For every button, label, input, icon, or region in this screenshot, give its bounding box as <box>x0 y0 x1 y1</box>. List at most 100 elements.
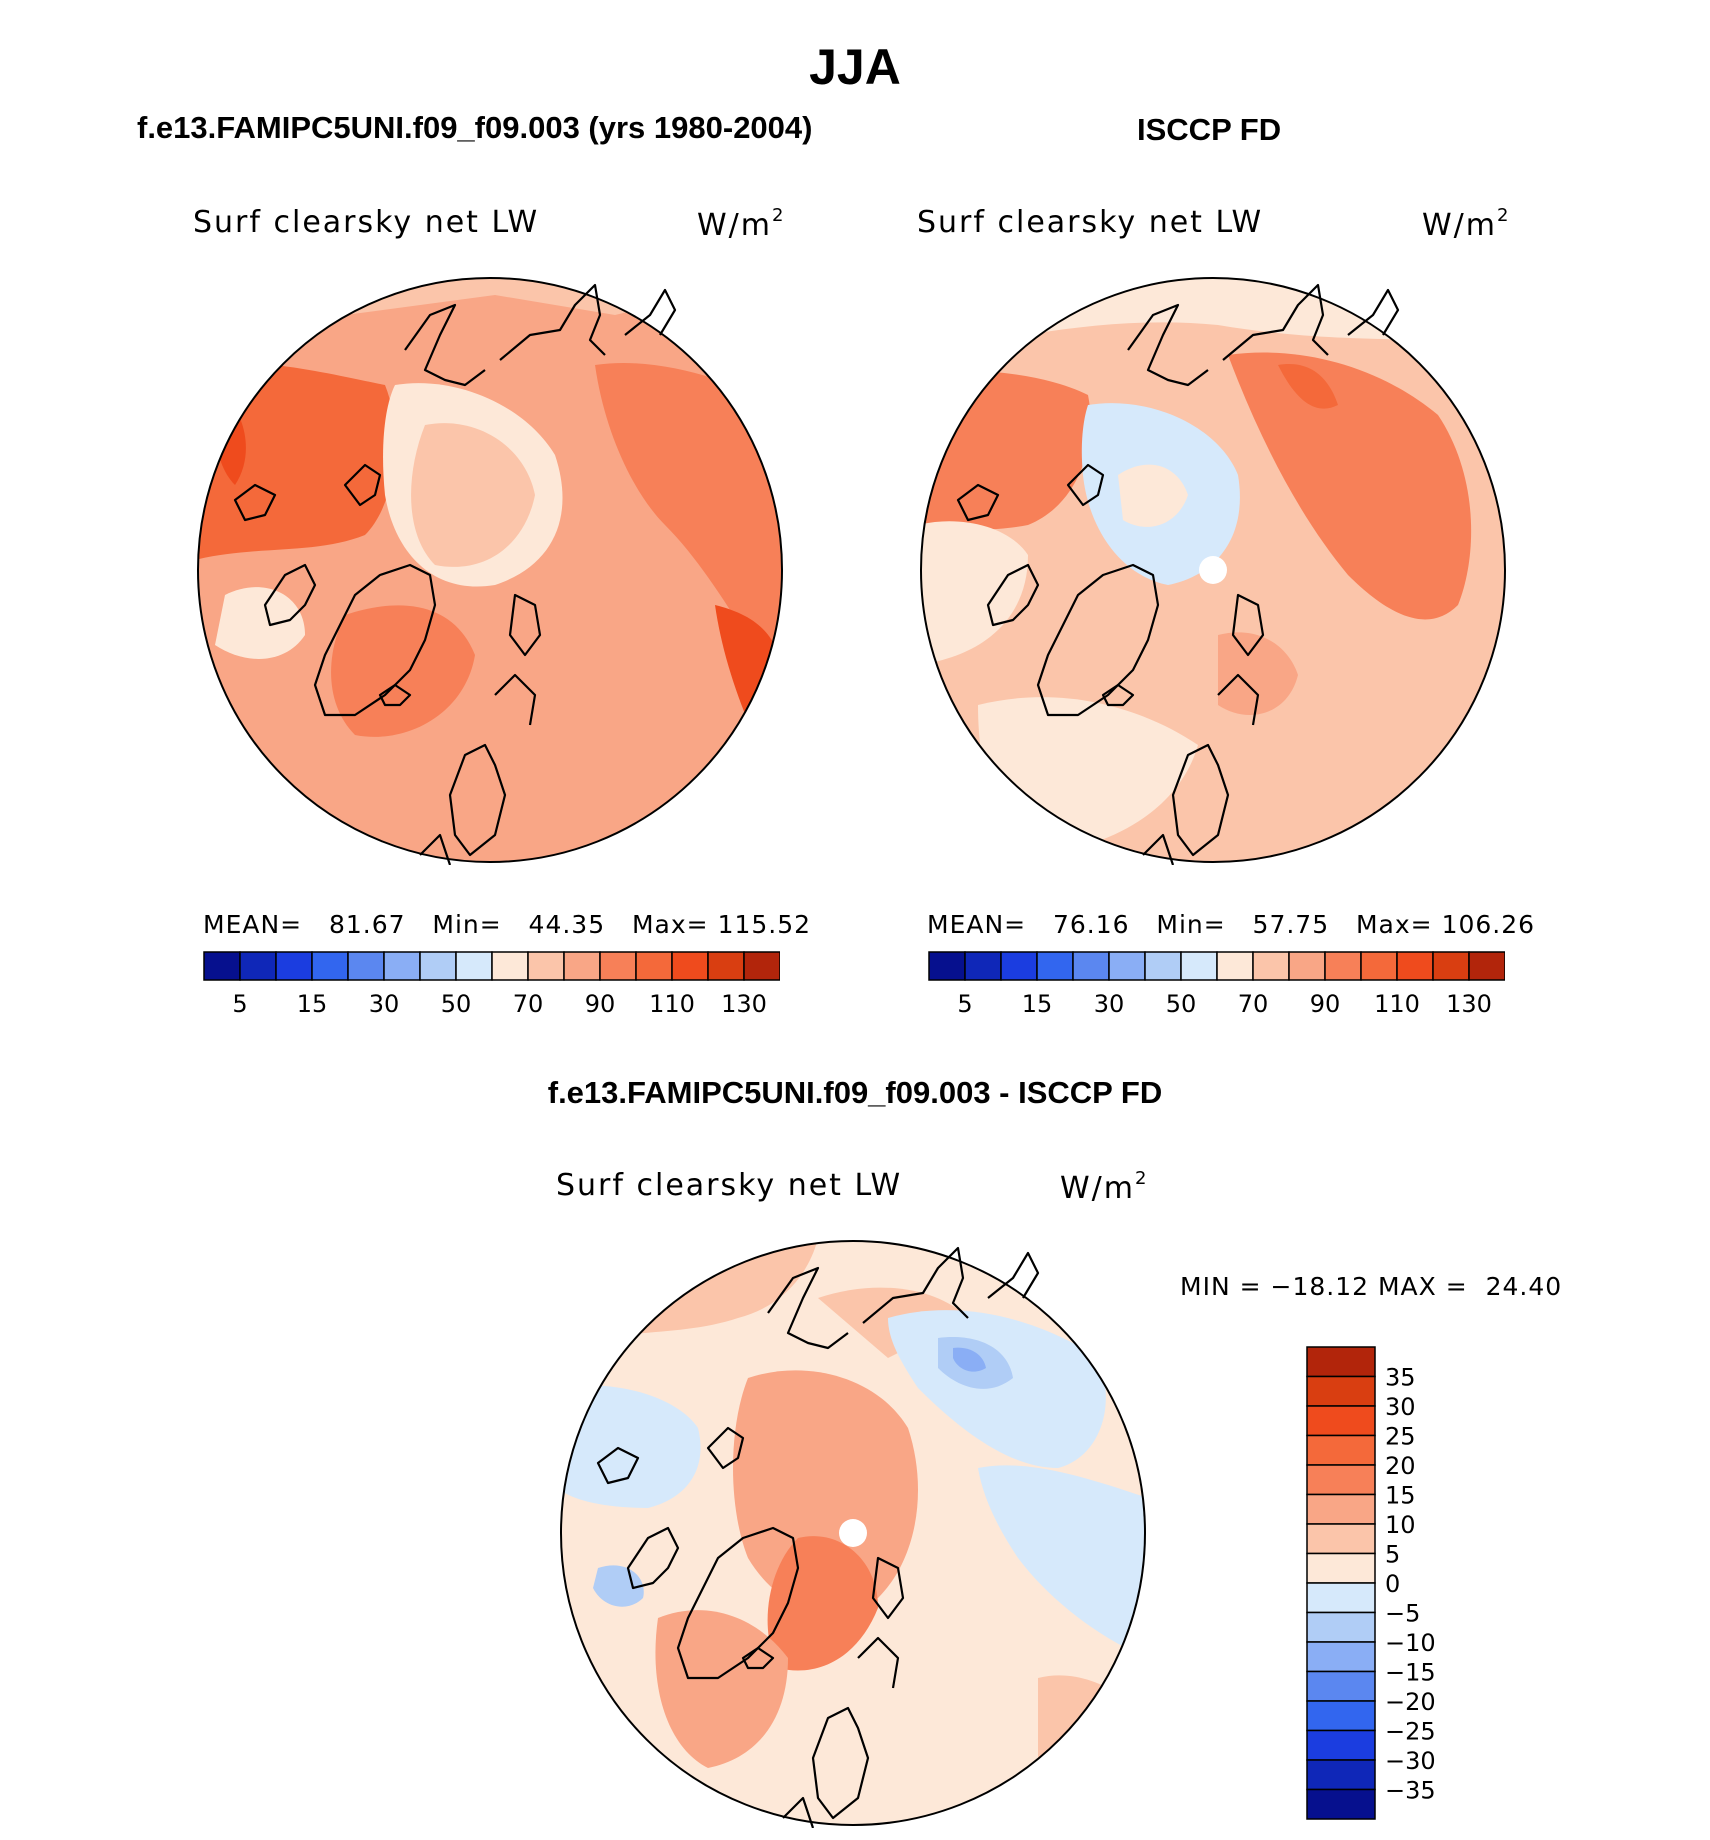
colorbar-box <box>1306 1788 1376 1820</box>
panel3-map-border <box>560 1240 1146 1826</box>
panel2-field-hudson <box>921 521 1028 665</box>
panel1-stats: MEAN= 81.67 Min= 44.35 Max= 115.52 <box>203 910 811 939</box>
colorbar-box <box>383 951 421 981</box>
panel2-max-value: 106.26 <box>1441 910 1536 939</box>
panel3-pole-gap <box>839 1519 867 1547</box>
colorbar-box <box>1306 1641 1376 1673</box>
colorbar-box <box>1306 1670 1376 1702</box>
panel2-polar-map <box>920 277 1506 865</box>
colorbar-box <box>1144 951 1182 981</box>
panel3-min-value: −18.12 <box>1270 1272 1370 1301</box>
panel2-field-arctic-patch <box>1118 464 1188 527</box>
panel2-variable-label: Surf clearsky net LW <box>917 205 1264 240</box>
panel2-max-label: Max= <box>1355 910 1433 939</box>
colorbar-box <box>1180 951 1218 981</box>
colorbar-tick-label: 0 <box>1385 1570 1400 1598</box>
panel3-field-hudson-negative <box>593 1565 644 1607</box>
colorbar-tick-label: 20 <box>1385 1452 1416 1480</box>
panel2-title: ISCCP FD <box>1137 112 1282 147</box>
colorbar-box <box>671 951 709 981</box>
panel2-units: W/m2 <box>1422 205 1509 243</box>
panel2-field-siberia <box>1228 352 1472 620</box>
colorbar-box <box>1216 951 1254 981</box>
colorbar-tick-label: 5 <box>232 990 247 1018</box>
colorbar-tick-label: 35 <box>1385 1364 1416 1392</box>
colorbar-box <box>1306 1582 1376 1614</box>
colorbar-box <box>1306 1434 1376 1466</box>
panel2-field-siberia-core <box>1278 364 1338 409</box>
colorbar-tick-label: 90 <box>585 990 616 1018</box>
colorbar-box <box>1252 951 1290 981</box>
panel3-field-canada-negative <box>561 1385 701 1508</box>
colorbar-tick-label: 50 <box>441 990 472 1018</box>
colorbar-tick-label: 30 <box>1094 990 1125 1018</box>
panel1-max-label: Max= <box>631 910 709 939</box>
panel3-field-siberia-deep <box>953 1347 986 1372</box>
page-title: JJA <box>809 39 901 95</box>
colorbar-box <box>275 951 313 981</box>
colorbar-box <box>239 951 277 981</box>
panel3-polar-map <box>560 1240 1146 1828</box>
panel3-field-greenland-core <box>767 1536 878 1671</box>
panel2-stats: MEAN= 76.16 Min= 57.75 Max= 106.26 <box>927 910 1535 939</box>
colorbar-box <box>563 951 601 981</box>
colorbar-box <box>928 951 966 981</box>
panel3-max-label: MAX = <box>1377 1272 1468 1301</box>
colorbar-box <box>203 951 241 981</box>
panel3-stats: MIN = −18.12 MAX = 24.40 <box>1180 1272 1562 1301</box>
colorbar-box <box>491 951 529 981</box>
colorbar-tick-label: 25 <box>1385 1423 1416 1451</box>
colorbar-box <box>419 951 457 981</box>
panel3-units: W/m2 <box>1060 1168 1147 1206</box>
colorbar-box <box>1306 1346 1376 1378</box>
panel1-polar-map <box>197 277 783 865</box>
colorbar-tick-label: −20 <box>1385 1688 1436 1716</box>
panel2-mean-label: MEAN= <box>927 910 1027 939</box>
panel3-min-label: MIN = <box>1180 1272 1262 1301</box>
panel3-field-arctic-positive <box>733 1370 918 1613</box>
colorbar-tick-label: 70 <box>513 990 544 1018</box>
panel2-coastlines <box>956 283 1400 865</box>
colorbar-box <box>1306 1552 1376 1584</box>
colorbar-box <box>1000 951 1038 981</box>
colorbar-tick-label: 130 <box>721 990 767 1018</box>
colorbar-tick-label: 5 <box>957 990 972 1018</box>
panel1-variable-label: Surf clearsky net LW <box>193 205 540 240</box>
colorbar-box <box>1306 1375 1376 1407</box>
colorbar-box <box>455 951 493 981</box>
panel2-min-value: 57.75 <box>1252 910 1330 939</box>
panel1-mean-label: MEAN= <box>203 910 303 939</box>
colorbar-box <box>1360 951 1398 981</box>
panel2-mean-value: 76.16 <box>1052 910 1130 939</box>
colorbar-tick-label: −10 <box>1385 1629 1436 1657</box>
panel2-colorbar: 5 15 30 50 70 90 110 130 <box>928 951 1505 1018</box>
panel1-colorbar: 5 15 30 50 70 90 110 130 <box>203 951 780 1018</box>
colorbar-tick-label: 15 <box>1385 1482 1416 1510</box>
colorbar-tick-label: 50 <box>1166 990 1197 1018</box>
colorbar-tick-label: −35 <box>1385 1777 1436 1805</box>
panel2-min-label: Min= <box>1156 910 1226 939</box>
colorbar-box <box>707 951 745 981</box>
panel2-pole-gap <box>1199 556 1227 584</box>
colorbar-tick-label: 15 <box>1022 990 1053 1018</box>
panel3-field-east-negative <box>978 1465 1145 1658</box>
colorbar-box <box>1468 951 1505 981</box>
panel1-map-border <box>197 277 783 863</box>
colorbar-box <box>635 951 673 981</box>
colorbar-tick-label: 30 <box>369 990 400 1018</box>
colorbar-tick-label: −30 <box>1385 1747 1436 1775</box>
colorbar-box <box>1306 1759 1376 1791</box>
colorbar-tick-label: 110 <box>1374 990 1420 1018</box>
colorbar-tick-label: −5 <box>1385 1600 1420 1628</box>
colorbar-box <box>1072 951 1110 981</box>
colorbar-box <box>527 951 565 981</box>
colorbar-box <box>1036 951 1074 981</box>
colorbar-tick-label: 10 <box>1385 1511 1416 1539</box>
panel3-variable-label: Surf clearsky net LW <box>556 1168 903 1203</box>
panel3-max-value: 24.40 <box>1485 1272 1563 1301</box>
colorbar-box <box>599 951 637 981</box>
panel1-field-siberia <box>595 363 782 695</box>
colorbar-box <box>1288 951 1326 981</box>
panel1-max-value: 115.52 <box>717 910 812 939</box>
